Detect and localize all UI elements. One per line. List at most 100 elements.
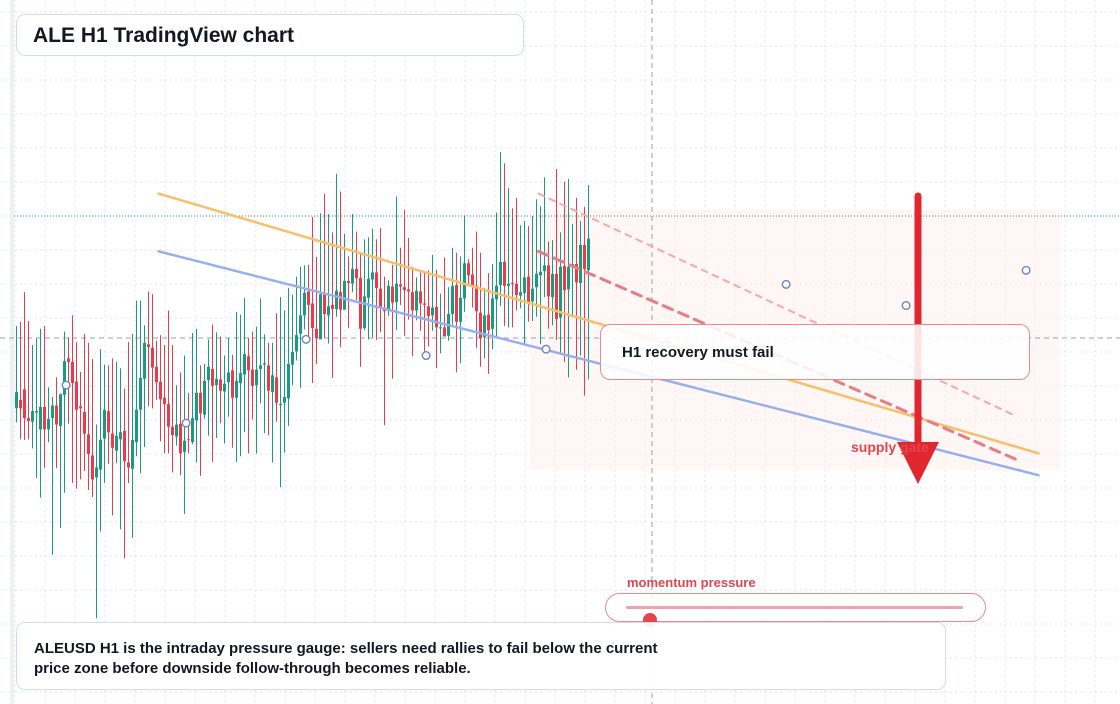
- analysis-note-card: ALEUSD H1 is the intraday pressure gauge…: [16, 622, 946, 690]
- candle-body: [187, 439, 190, 441]
- candle-body: [263, 363, 266, 365]
- candle-body: [339, 292, 342, 310]
- candle-body: [35, 411, 38, 413]
- candle-body: [363, 296, 366, 329]
- candle-body: [251, 369, 254, 386]
- candle-body: [391, 286, 394, 303]
- candle-body: [379, 288, 382, 309]
- candle-body: [511, 283, 514, 285]
- momentum-gauge-label: momentum pressure: [627, 575, 756, 590]
- candle-body: [31, 411, 34, 422]
- candle-body: [175, 424, 178, 437]
- candle-body: [235, 380, 238, 398]
- candle-body: [47, 418, 50, 430]
- candle-body: [587, 238, 590, 271]
- candle-body: [43, 406, 46, 430]
- chart-title: ALE H1 TradingView chart: [33, 24, 295, 47]
- candle-body: [503, 261, 506, 286]
- candle-body: [347, 280, 350, 284]
- signal-marker: [901, 301, 911, 311]
- candle-body: [483, 315, 486, 338]
- candle-body: [303, 292, 306, 316]
- candle-body: [63, 361, 66, 395]
- candle-body: [135, 409, 138, 443]
- candle-body: [183, 440, 186, 452]
- candle-body: [247, 356, 250, 371]
- trendline: [157, 192, 1040, 455]
- candle-body: [143, 342, 146, 379]
- candle-body: [219, 379, 222, 391]
- candle-body: [107, 411, 110, 433]
- candle-body: [51, 405, 54, 419]
- candle-body: [267, 365, 270, 391]
- candle-body: [67, 358, 70, 362]
- candle-body: [307, 291, 310, 305]
- candle-body: [555, 273, 558, 319]
- candle-body: [275, 377, 278, 403]
- candle-body: [455, 285, 458, 322]
- candle-body: [423, 303, 426, 305]
- candle-body: [255, 369, 258, 386]
- candle-body: [459, 297, 462, 322]
- candle-body: [127, 462, 130, 468]
- candle-body: [343, 280, 346, 310]
- candle-body: [487, 314, 490, 331]
- signal-marker: [421, 351, 431, 361]
- candle-body: [171, 426, 174, 436]
- candle-body: [271, 375, 274, 393]
- candle-body: [367, 278, 370, 298]
- candle-body: [19, 399, 22, 409]
- candle-body: [563, 266, 566, 291]
- candle-body: [83, 411, 86, 434]
- candle-body: [551, 273, 554, 298]
- candle-body: [115, 435, 118, 451]
- candle-body: [415, 290, 418, 311]
- candle-body: [139, 378, 142, 410]
- candle-body: [71, 361, 74, 383]
- trendline: [157, 250, 1040, 477]
- candle-body: [567, 266, 570, 290]
- candle-body: [227, 372, 230, 383]
- candle-body: [519, 292, 522, 296]
- candle-body: [543, 265, 546, 272]
- candle-body: [231, 370, 234, 398]
- candle-body: [499, 261, 502, 286]
- candle-body: [155, 366, 158, 383]
- candle-body: [559, 266, 562, 318]
- candle-body: [147, 344, 150, 348]
- candle-body: [163, 397, 166, 405]
- signal-marker: [181, 418, 191, 428]
- candle-body: [151, 347, 154, 368]
- candle-body: [351, 268, 354, 284]
- candle-body: [203, 380, 206, 415]
- candle-body: [323, 294, 326, 314]
- candle-body: [451, 285, 454, 314]
- candle-body: [223, 383, 226, 392]
- candle-body: [239, 373, 242, 383]
- candle-body: [387, 285, 390, 312]
- callout-text: H1 recovery must fail: [622, 344, 774, 361]
- candle-body: [531, 288, 534, 302]
- candle-body: [167, 404, 170, 427]
- candle-body: [87, 434, 90, 455]
- candle-body: [291, 352, 294, 365]
- signal-marker: [301, 334, 311, 344]
- candle-body: [523, 277, 526, 293]
- candle-body: [27, 418, 30, 421]
- candle-body: [403, 287, 406, 291]
- candle-body: [435, 306, 438, 328]
- candle-body: [179, 423, 182, 454]
- candle-body: [463, 263, 466, 299]
- signal-marker: [541, 344, 551, 354]
- candle-body: [375, 272, 378, 288]
- signal-marker: [61, 380, 71, 390]
- candle-body: [471, 274, 474, 286]
- candle-body: [335, 290, 338, 310]
- candle-body: [439, 327, 442, 329]
- candle-body: [287, 363, 290, 399]
- candle-body: [395, 283, 398, 303]
- candle-body: [547, 265, 550, 297]
- candle-body: [99, 440, 102, 470]
- signal-marker: [1021, 265, 1031, 275]
- candle-body: [211, 368, 214, 386]
